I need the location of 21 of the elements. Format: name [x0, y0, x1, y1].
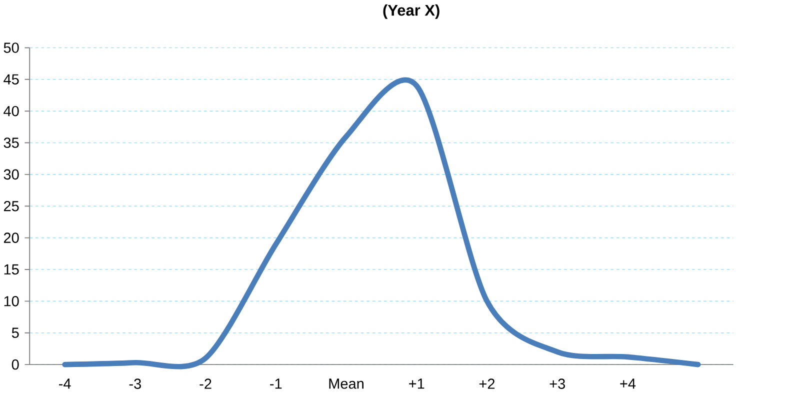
y-tick-label: 50 — [4, 42, 19, 54]
chart-title: (Year X) — [383, 4, 440, 20]
x-tick-label: -2 — [200, 378, 212, 390]
x-tick-label: +2 — [479, 378, 495, 390]
x-tick-label: -3 — [129, 378, 141, 390]
x-tick-label: -1 — [270, 378, 282, 389]
x-tick-label: +3 — [550, 378, 565, 390]
y-tick-label: 10 — [4, 296, 19, 307]
y-tick-label: 20 — [4, 232, 19, 244]
y-tick-label: 35 — [4, 138, 19, 148]
y-tick-label: 30 — [4, 170, 19, 180]
x-tick-label: -4 — [58, 378, 71, 389]
x-tick-label: +4 — [620, 378, 636, 389]
y-tick-label: 40 — [4, 106, 19, 116]
x-tick-label: +1 — [409, 378, 424, 389]
y-tick-label: 5 — [12, 328, 19, 338]
y-tick-label: 0 — [12, 360, 19, 370]
y-tick-label: 45 — [4, 74, 19, 85]
y-tick-label: 25 — [4, 201, 19, 212]
y-tick-label: 15 — [4, 264, 19, 275]
x-tick-label: Mean — [329, 378, 364, 390]
